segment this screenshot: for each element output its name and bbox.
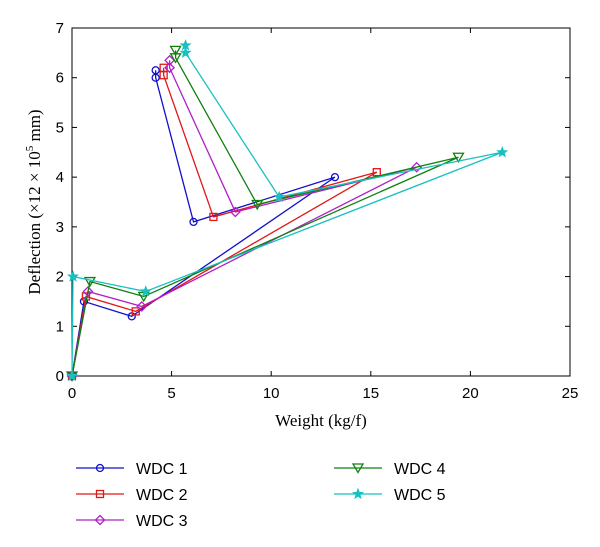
legend-marker xyxy=(94,514,106,526)
legend-item: WDC 3 xyxy=(76,513,188,530)
x-tick-label: 15 xyxy=(362,385,379,402)
data-point xyxy=(273,190,286,203)
legend-item: WDC 2 xyxy=(76,487,188,504)
legend-item: WDC 4 xyxy=(334,461,446,478)
x-axis-ticks: 0 5 10 15 20 25 xyxy=(68,28,579,402)
series-4 xyxy=(65,45,465,382)
data-point xyxy=(164,62,176,74)
data-point xyxy=(83,276,97,288)
series-1 xyxy=(67,66,340,381)
data-point xyxy=(169,45,182,57)
legend-marker xyxy=(351,463,365,474)
legend-label: WDC 2 xyxy=(136,487,188,504)
data-point xyxy=(452,152,465,164)
data-point xyxy=(189,217,198,227)
series-line xyxy=(71,70,336,377)
legend-item: WDC 5 xyxy=(334,487,446,504)
legend-label: WDC 4 xyxy=(394,461,446,478)
legend-marker xyxy=(351,487,365,500)
plot-area-border xyxy=(71,27,571,377)
plot-frame xyxy=(71,27,571,377)
legend: WDC 1 WDC 2 WDC 3 WDC 4 WDC 5 xyxy=(76,461,446,530)
data-point xyxy=(229,206,241,218)
series-3 xyxy=(66,54,423,382)
data-point xyxy=(66,270,80,282)
series-5 xyxy=(65,39,509,382)
data-point xyxy=(209,212,218,222)
y-axis-label-suffix: mm) xyxy=(25,109,44,145)
y-tick-label: 2 xyxy=(56,269,64,286)
legend-label: WDC 3 xyxy=(136,513,188,530)
x-tick-label: 0 xyxy=(68,385,76,402)
y-tick-label: 5 xyxy=(56,119,64,136)
y-axis-ticks: 0 1 2 3 4 5 6 7 xyxy=(56,20,570,385)
y-tick-label: 7 xyxy=(56,20,64,37)
y-tick-label: 1 xyxy=(56,318,64,335)
series-line xyxy=(71,67,378,377)
data-point xyxy=(131,307,140,316)
data-point xyxy=(496,145,509,158)
data-point xyxy=(179,46,192,58)
data-point xyxy=(136,300,148,312)
legend-label: WDC 5 xyxy=(394,487,446,504)
legend-marker xyxy=(95,463,105,473)
data-point xyxy=(411,161,423,173)
legend-item: WDC 1 xyxy=(76,461,188,478)
y-tick-label: 3 xyxy=(56,219,64,236)
data-point xyxy=(65,369,79,382)
x-tick-label: 20 xyxy=(462,385,479,402)
data-point xyxy=(139,285,152,297)
data-point xyxy=(372,168,381,177)
legend-label: WDC 1 xyxy=(136,461,188,478)
y-tick-label: 4 xyxy=(56,169,64,186)
data-point xyxy=(251,199,264,211)
data-point xyxy=(151,66,160,75)
data-point xyxy=(179,39,192,51)
series-layer xyxy=(65,39,509,382)
y-axis-label-exponent: 5 xyxy=(24,145,36,151)
legend-marker xyxy=(95,489,105,499)
x-axis-label: Weight (kg/f) xyxy=(275,411,367,430)
y-tick-label: 6 xyxy=(56,70,64,87)
y-axis-label-prefix: Deflection (×12 × 10 xyxy=(25,151,44,294)
x-tick-label: 10 xyxy=(263,385,280,402)
series-line xyxy=(71,60,417,377)
y-tick-label: 0 xyxy=(56,368,64,385)
x-tick-label: 5 xyxy=(167,385,175,402)
data-point xyxy=(164,54,176,66)
series-line xyxy=(71,45,503,377)
x-tick-label: 25 xyxy=(562,385,579,402)
series-line xyxy=(71,50,459,377)
data-point xyxy=(159,63,168,72)
y-axis-label: Deflection (×12 × 105 mm) xyxy=(24,109,44,294)
data-point xyxy=(82,286,94,297)
data-point xyxy=(330,172,340,182)
